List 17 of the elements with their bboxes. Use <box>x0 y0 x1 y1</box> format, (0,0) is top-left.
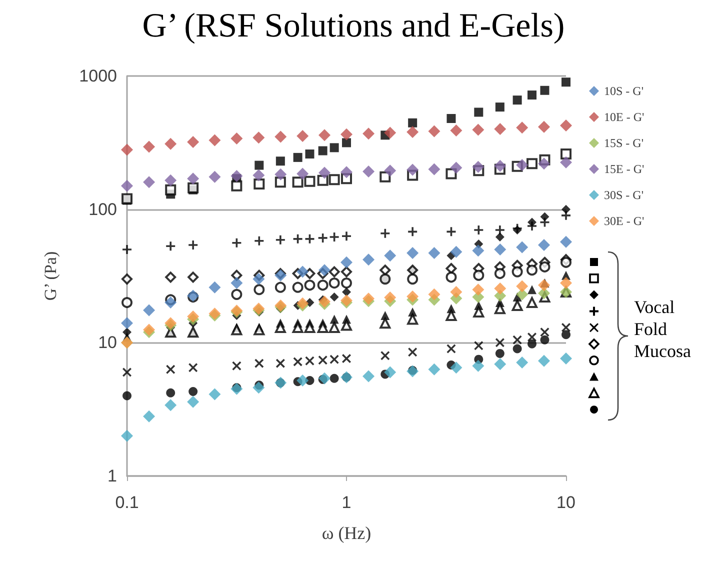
y-axis-title: G’ (Pa) <box>41 251 60 301</box>
y-tick-label: 10 <box>98 333 117 352</box>
chart-title: G’ (RSF Solutions and E-Gels) <box>142 8 565 44</box>
legend-label: 15S - G' <box>604 136 644 150</box>
y-tick-label: 1000 <box>79 66 117 86</box>
x-tick-label: 10 <box>556 493 576 512</box>
legend-label: 30E - G' <box>604 214 644 228</box>
y-tick-label: 100 <box>88 200 117 219</box>
x-tick-label: 1 <box>342 493 352 512</box>
text: Vocal Fold Mucosa <box>634 296 692 362</box>
legend-label: 10S - G' <box>604 84 644 98</box>
legend-label: 10E - G' <box>604 110 644 124</box>
legend-label: 15E - G' <box>604 162 644 176</box>
y-tick-label: 1 <box>108 466 117 486</box>
legend-label: 30S - G' <box>604 188 644 202</box>
x-axis-title: ω (Hz) <box>322 523 372 543</box>
x-tick-label: 0.1 <box>115 493 139 512</box>
